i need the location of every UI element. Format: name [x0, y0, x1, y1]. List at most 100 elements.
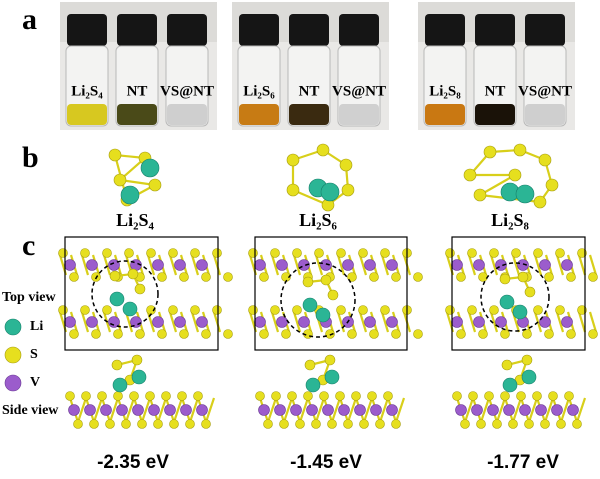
- atom: [148, 178, 162, 192]
- atom: [73, 419, 83, 429]
- bond: [292, 311, 302, 333]
- atom: [322, 404, 334, 416]
- atom: [347, 272, 357, 282]
- atom: [145, 391, 155, 401]
- bond: [140, 397, 152, 423]
- atom: [146, 248, 156, 258]
- atom: [259, 329, 269, 339]
- atom: [544, 329, 554, 339]
- atom: [555, 248, 565, 258]
- atom: [391, 272, 401, 282]
- atom: [320, 182, 340, 202]
- atom: [478, 272, 488, 282]
- atom: [539, 316, 551, 328]
- vial-cap: [475, 14, 515, 46]
- vial-liquid: [289, 104, 329, 125]
- bond: [168, 311, 178, 333]
- atom: [456, 329, 466, 339]
- atom: [524, 419, 534, 429]
- vial-liquid: [525, 104, 565, 125]
- atom: [287, 391, 297, 401]
- atom: [566, 329, 576, 339]
- atom: [533, 248, 543, 258]
- atom: [375, 419, 385, 429]
- atom: [201, 419, 211, 429]
- atom: [556, 419, 566, 429]
- binding-energy: -2.35 eV: [97, 452, 169, 473]
- atom: [135, 329, 145, 339]
- atom: [540, 419, 550, 429]
- atom: [102, 305, 112, 315]
- atom: [339, 158, 353, 172]
- bond: [314, 254, 324, 276]
- panel-label: c: [22, 229, 35, 262]
- vial-cap: [67, 14, 107, 46]
- atom: [522, 329, 532, 339]
- atom: [127, 268, 139, 280]
- atom: [572, 419, 582, 429]
- atom: [86, 259, 98, 271]
- atom: [320, 274, 332, 286]
- atom: [105, 419, 115, 429]
- atom: [111, 359, 123, 371]
- atom: [259, 272, 269, 282]
- atom: [319, 391, 329, 401]
- atom: [223, 329, 233, 339]
- atom: [532, 391, 542, 401]
- atom: [179, 272, 189, 282]
- atom: [64, 316, 76, 328]
- binding-energy: -1.77 eV: [487, 452, 559, 473]
- atom: [132, 404, 144, 416]
- vial-label: NT: [127, 83, 148, 99]
- bond: [527, 397, 539, 423]
- bond: [533, 254, 543, 276]
- bond: [577, 254, 587, 276]
- vial-label: NT: [299, 83, 320, 99]
- vial-label: Li₂S₄: [71, 83, 103, 99]
- atom: [517, 271, 529, 283]
- bond: [479, 397, 491, 423]
- atom: [358, 248, 368, 258]
- atom: [122, 301, 138, 317]
- cell-box: [254, 236, 408, 351]
- cell-box: [64, 236, 219, 351]
- atom: [212, 248, 222, 258]
- atom: [533, 195, 547, 209]
- atom: [86, 316, 98, 328]
- atom: [131, 354, 143, 366]
- atom: [292, 248, 302, 258]
- atom: [391, 329, 401, 339]
- bond: [511, 397, 523, 423]
- bond: [124, 397, 136, 423]
- atom: [577, 248, 587, 258]
- bond: [80, 311, 90, 333]
- bond: [80, 254, 90, 276]
- atom: [179, 329, 189, 339]
- atom: [180, 404, 192, 416]
- atom: [324, 369, 340, 385]
- adsorption-ring: [280, 262, 356, 338]
- atom: [519, 404, 531, 416]
- atom: [476, 419, 486, 429]
- atom: [112, 377, 128, 393]
- atom: [521, 369, 537, 385]
- atom: [460, 419, 470, 429]
- atom: [196, 259, 208, 271]
- atom: [467, 305, 477, 315]
- atom: [451, 316, 463, 328]
- atom: [168, 305, 178, 315]
- vial-liquid: [67, 104, 107, 125]
- atom: [516, 391, 526, 401]
- bond: [479, 174, 516, 196]
- bond: [588, 254, 598, 276]
- atom: [80, 248, 90, 258]
- atom: [452, 391, 462, 401]
- atom: [499, 294, 515, 310]
- atom: [306, 404, 318, 416]
- atom: [315, 307, 331, 323]
- bond: [92, 397, 104, 423]
- atom: [58, 248, 68, 258]
- atom: [157, 272, 167, 282]
- vial-label: VS@NT: [332, 83, 386, 99]
